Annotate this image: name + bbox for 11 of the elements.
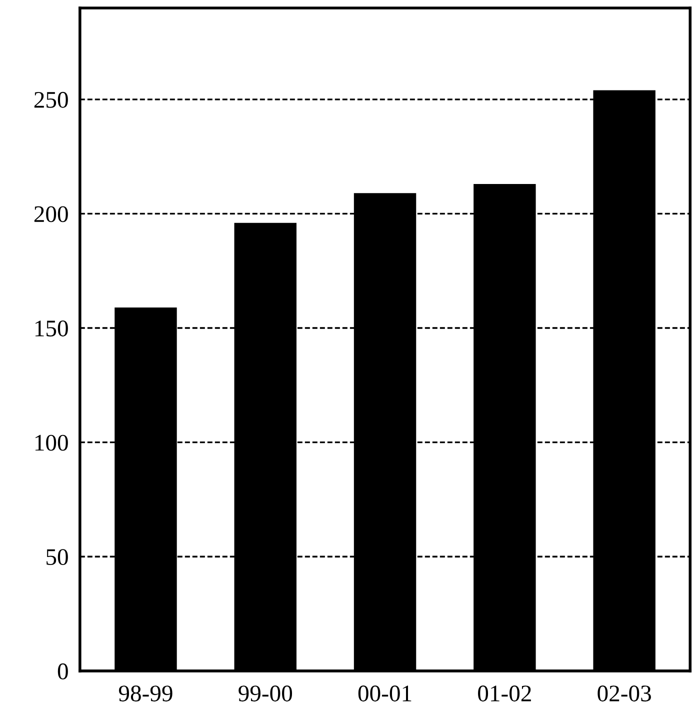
x-tick-label: 99-00 <box>238 686 292 702</box>
x-tick-label: 02-03 <box>598 686 651 702</box>
y-tick-label: 250 <box>34 92 68 108</box>
y-tick-label: 200 <box>34 206 68 222</box>
y-tick-label: 100 <box>35 434 68 451</box>
x-tick-label: 00-01 <box>358 686 412 702</box>
y-tick-label: 150 <box>35 320 68 336</box>
x-tick-label: 01-02 <box>478 686 531 702</box>
y-tick-label: 50 <box>46 549 68 566</box>
y-tick-label: 0 <box>58 663 68 680</box>
x-tick-label: 98-99 <box>118 686 172 702</box>
